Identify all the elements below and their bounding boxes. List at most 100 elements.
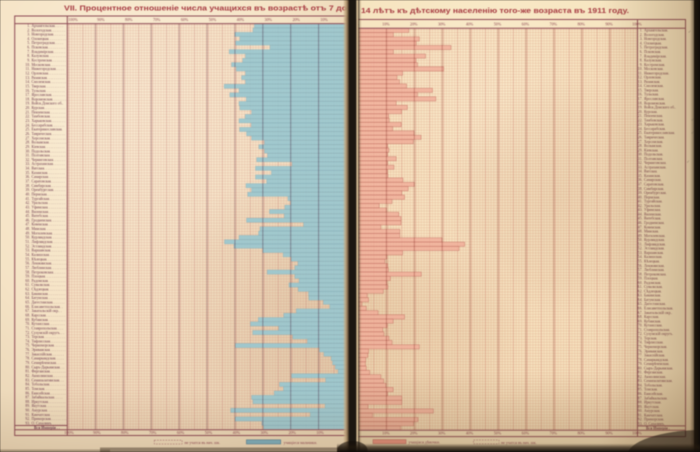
svg-text:Батумская. . . . . . . . . .: Батумская. . . . . . . . . . <box>32 296 66 300</box>
svg-text:39.: 39. <box>25 188 30 192</box>
svg-text:Екатеринославская.: Екатеринославская. <box>32 128 63 132</box>
svg-text:32.: 32. <box>25 158 30 162</box>
svg-text:Ставропольская. . . .: Ставропольская. . . . <box>32 326 64 330</box>
svg-text:Минская. . . . . . . . . . . .: Минская. . . . . . . . . . . . <box>32 227 67 231</box>
svg-text:Ярославская. . . . . . . .: Ярославская. . . . . . . . <box>32 93 66 97</box>
svg-text:46.: 46. <box>25 218 30 222</box>
svg-text:Самаркандская. . . . .: Самаркандская. . . . . <box>32 357 64 361</box>
svg-text:48.: 48. <box>25 227 30 231</box>
svg-text:Гродненская. . . . . . . .: Гродненская. . . . . . . . <box>32 218 66 222</box>
svg-text:44.: 44. <box>25 210 30 214</box>
svg-text:Калишская. . . . . . . . . .: Калишская. . . . . . . . . . <box>32 253 67 257</box>
svg-text:Ломжинская. . . . . . . . .: Ломжинская. . . . . . . . . <box>32 262 67 266</box>
svg-text:50%: 50% <box>209 17 217 22</box>
svg-text:Смоленская. . . . . . . . .: Смоленская. . . . . . . . . <box>32 80 66 84</box>
svg-text:Курляндская. . . . . . . .: Курляндская. . . . . . . . <box>32 236 66 240</box>
svg-text:30%: 30% <box>265 17 273 22</box>
svg-text:26.: 26. <box>25 132 30 136</box>
svg-text:31.: 31. <box>25 154 30 158</box>
svg-text:55.: 55. <box>25 257 30 261</box>
svg-text:Лифляндская. . . . . . . .: Лифляндская. . . . . . . . <box>32 240 67 244</box>
svg-text:Петроковская. . . . . . .: Петроковская. . . . . . . <box>32 270 66 274</box>
svg-text:35.: 35. <box>25 171 30 175</box>
svg-text:Симбирская. . . . . . . . .: Симбирская. . . . . . . . . <box>32 184 67 188</box>
svg-text:Харьковская. . . . . . . .: Харьковская. . . . . . . . <box>32 119 66 123</box>
svg-text:9.: 9. <box>27 59 30 63</box>
svg-text:14 лѣтъ къ дѣтскому населенію: 14 лѣтъ къ дѣтскому населенію того-же во… <box>361 6 629 15</box>
svg-text:Кутаисская. . . . . . . . .: Кутаисская. . . . . . . . . <box>32 322 65 326</box>
svg-text:Новгородская. . . . . . .: Новгородская. . . . . . . <box>32 33 66 37</box>
svg-text:54.: 54. <box>25 253 30 257</box>
svg-text:Виленская. . . . . . . . . .: Виленская. . . . . . . . . . <box>32 210 66 214</box>
svg-text:Архангельская. . . . .: Архангельская. . . . . <box>32 24 64 28</box>
svg-text:10%: 10% <box>382 22 390 27</box>
svg-text:79.: 79. <box>25 361 30 365</box>
svg-text:Варшавская. . . . . . . . .: Варшавская. . . . . . . . . <box>32 249 67 253</box>
svg-text:Витебская. . . . . . . . . .: Витебская. . . . . . . . . . <box>32 214 66 218</box>
svg-text:13.: 13. <box>25 76 30 80</box>
svg-text:Воронежская. . . . . . . .: Воронежская. . . . . . . . <box>32 97 67 101</box>
svg-text:38.: 38. <box>25 184 30 188</box>
svg-text:81.: 81. <box>25 370 30 374</box>
svg-text:37.: 37. <box>25 180 30 184</box>
svg-text:67.: 67. <box>25 309 30 313</box>
svg-text:51.: 51. <box>25 240 30 244</box>
svg-text:76.: 76. <box>25 348 30 352</box>
svg-text:68.: 68. <box>25 313 30 317</box>
svg-text:Подольская. . . . . . . . .: Подольская. . . . . . . . . <box>32 149 66 153</box>
svg-text:69.: 69. <box>25 318 30 322</box>
svg-text:Кѣлецкая. . . . . . . . . . .: Кѣлецкая. . . . . . . . . . . <box>32 257 66 261</box>
svg-text:60%: 60% <box>522 22 530 27</box>
svg-text:63.: 63. <box>25 292 30 296</box>
svg-text:Эриванская. . . . . . . . .: Эриванская. . . . . . . . . <box>32 348 66 352</box>
svg-text:Дагестанская. . . . . . .: Дагестанская. . . . . . . <box>32 301 65 305</box>
svg-text:Люблинская. . . . . . . . .: Люблинская. . . . . . . . . <box>32 266 67 270</box>
svg-text:VII. Процентное отношеніе числ: VII. Процентное отношеніе числа учащихся… <box>64 3 347 12</box>
svg-text:19.: 19. <box>25 102 30 106</box>
svg-text:83.: 83. <box>25 378 30 382</box>
svg-text:47.: 47. <box>25 223 30 227</box>
svg-text:80%: 80% <box>125 17 133 22</box>
svg-text:Сувалкская. . . . . . . . .: Сувалкская. . . . . . . . . <box>32 283 66 287</box>
svg-text:36.: 36. <box>25 175 30 179</box>
svg-text:73.: 73. <box>25 335 30 339</box>
svg-text:Нижегородская. . . . .: Нижегородская. . . . . <box>32 67 65 71</box>
svg-text:Херсонская. . . . . . . . .: Херсонская. . . . . . . . . <box>32 136 66 140</box>
svg-text:Тифлисская. . . . . . . . .: Тифлисская. . . . . . . . . <box>32 339 66 343</box>
svg-text:2.: 2. <box>27 28 30 32</box>
svg-text:24.: 24. <box>25 123 30 127</box>
svg-text:✓: ✓ <box>687 159 690 164</box>
svg-text:Терская. . . . . . . . . . . .: Терская. . . . . . . . . . . . <box>32 335 66 339</box>
svg-text:70.: 70. <box>25 322 30 326</box>
svg-text:Казанская. . . . . . . . . .: Казанская. . . . . . . . . . <box>32 171 65 175</box>
svg-text:8.: 8. <box>27 54 30 58</box>
svg-text:Акмолинская. . . . . . . .: Акмолинская. . . . . . . . <box>32 374 67 378</box>
svg-text:14.: 14. <box>25 80 30 84</box>
svg-text:10.: 10. <box>25 63 30 67</box>
svg-text:Черноморская. . . . . . .: Черноморская. . . . . . . <box>32 344 66 348</box>
svg-text:42.: 42. <box>25 201 30 205</box>
svg-text:10%: 10% <box>320 17 328 22</box>
svg-text:7.: 7. <box>27 50 30 54</box>
svg-text:43.: 43. <box>25 205 30 209</box>
svg-text:Самарская. . . . . . . . . .: Самарская. . . . . . . . . . <box>32 175 66 179</box>
svg-text:15.: 15. <box>25 84 30 88</box>
svg-text:40%: 40% <box>466 22 474 27</box>
svg-text:50%: 50% <box>494 22 502 27</box>
svg-text:41.: 41. <box>25 197 30 201</box>
svg-text:17.: 17. <box>25 93 30 97</box>
svg-text:Пензенская. . . . . . . . .: Пензенская. . . . . . . . . <box>32 110 66 114</box>
svg-text:Сыръ-Дарьинская. . .: Сыръ-Дарьинская. . . <box>32 365 65 369</box>
svg-text:Бакинская. . . . . . . . . .: Бакинская. . . . . . . . . . <box>32 292 66 296</box>
svg-text:Кубанская. . . . . . . . . .: Кубанская. . . . . . . . . . <box>32 318 66 322</box>
svg-text:Семипалатинская. . .: Семипалатинская. . . <box>32 378 64 382</box>
svg-text:Рязанская. . . . . . . . . .: Рязанская. . . . . . . . . . <box>32 76 65 80</box>
svg-text:40%: 40% <box>237 17 245 22</box>
svg-text:Войск.Донского об..: Войск.Донского об.. <box>32 102 64 106</box>
svg-text:45.: 45. <box>25 214 30 218</box>
svg-text:28.: 28. <box>25 141 30 145</box>
svg-text:Томская. . . . . . . . . . . .: Томская. . . . . . . . . . . . <box>32 387 66 391</box>
svg-text:Курская. . . . . . . . . . . .: Курская. . . . . . . . . . . . <box>32 106 66 110</box>
svg-text:Бессарабская. . . . . . .: Бессарабская. . . . . . . <box>32 123 65 127</box>
svg-text:Радомская. . . . . . . . . .: Радомская. . . . . . . . . . <box>32 279 66 283</box>
